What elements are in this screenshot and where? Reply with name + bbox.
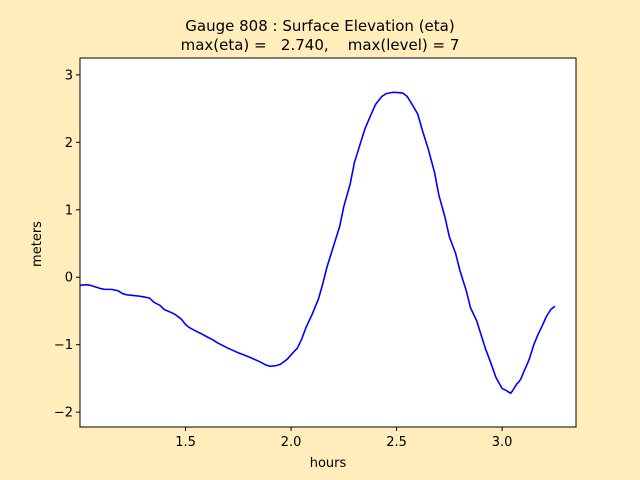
y-axis-label: meters <box>30 221 45 267</box>
y-tick-label: 1 <box>65 203 73 218</box>
y-tick-label: −1 <box>54 338 73 353</box>
x-axis: 1.5 2.0 2.5 3.0 <box>175 427 512 450</box>
data-layer <box>79 91 556 395</box>
plot-area <box>80 58 576 427</box>
x-axis-label: hours <box>310 456 347 471</box>
x-tick-label: 2.0 <box>281 435 302 450</box>
series-line-0 <box>79 91 556 395</box>
x-tick-label: 3.0 <box>492 435 513 450</box>
y-tick-label: −2 <box>54 406 73 421</box>
chart-title: Gauge 808 : Surface Elevation (eta) <box>185 17 454 35</box>
plot-frame <box>79 57 577 428</box>
x-tick-label: 2.5 <box>386 435 407 450</box>
y-axis: −2 −1 0 1 2 3 <box>54 68 80 421</box>
y-tick-label: 0 <box>65 271 73 286</box>
y-tick-label: 2 <box>65 136 73 151</box>
x-tick-label: 1.5 <box>175 435 196 450</box>
chart-subtitle: max(eta) = 2.740, max(level) = 7 <box>181 36 460 54</box>
y-tick-label: 3 <box>65 68 73 83</box>
